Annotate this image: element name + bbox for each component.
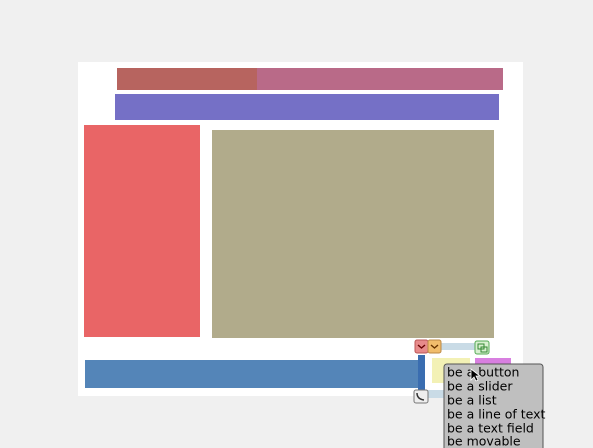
context-menu	[443, 363, 544, 448]
menu-item[interactable]: be a list	[447, 393, 497, 408]
menu-item[interactable]: be a button	[447, 365, 519, 380]
blue-strip	[418, 355, 425, 390]
menu-item[interactable]: be a text field	[447, 421, 534, 436]
icon	[480, 346, 488, 353]
magenta-box[interactable]	[475, 358, 511, 366]
menu-item[interactable]: be a slider	[447, 379, 513, 394]
khaki-box[interactable]	[212, 130, 494, 338]
top-bar-left[interactable]	[117, 68, 257, 90]
halo-line	[425, 390, 445, 398]
halo-line	[441, 343, 475, 350]
menu-item[interactable]: be movable	[447, 434, 521, 448]
icon	[416, 392, 425, 401]
cursor	[470, 368, 482, 382]
chevron	[430, 344, 439, 349]
phone-handle[interactable]	[413, 389, 429, 404]
purple-bar[interactable]	[115, 94, 499, 120]
red-box[interactable]	[84, 125, 200, 337]
blue-bar[interactable]	[85, 360, 423, 388]
chevron	[417, 344, 426, 349]
menu-handle[interactable]	[427, 339, 442, 354]
close-handle[interactable]	[414, 339, 429, 354]
menu-item[interactable]: be a line of text	[447, 407, 546, 422]
